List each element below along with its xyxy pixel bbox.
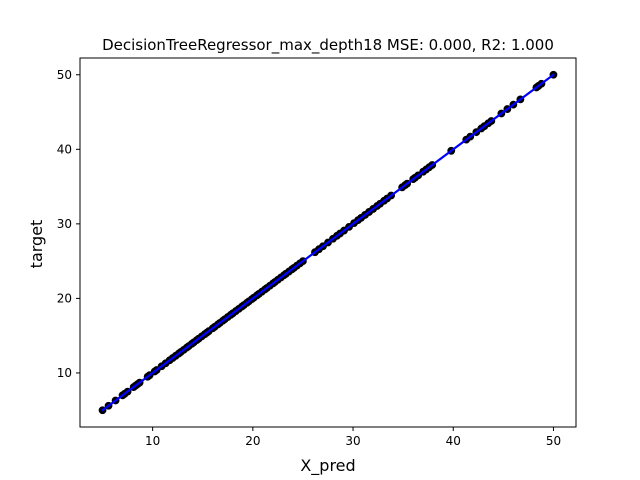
y-tick-label: 20 bbox=[57, 291, 72, 305]
x-tick-label: 40 bbox=[446, 434, 461, 448]
x-tick-label: 50 bbox=[546, 434, 561, 448]
plot-area-frame bbox=[79, 57, 577, 428]
x-tick-label: 10 bbox=[145, 434, 160, 448]
y-tick-label: 50 bbox=[57, 68, 72, 82]
x-axis-label: X_pred bbox=[300, 456, 355, 476]
y-tick-label: 30 bbox=[57, 217, 72, 231]
regression-line bbox=[101, 73, 555, 412]
chart-title: DecisionTreeRegressor_max_depth18 MSE: 0… bbox=[102, 36, 554, 55]
y-tick-label: 10 bbox=[57, 366, 72, 380]
y-tick-label: 40 bbox=[57, 142, 72, 156]
x-tick-label: 20 bbox=[245, 434, 260, 448]
y-axis-label: target bbox=[27, 220, 46, 269]
x-tick-label: 30 bbox=[345, 434, 360, 448]
